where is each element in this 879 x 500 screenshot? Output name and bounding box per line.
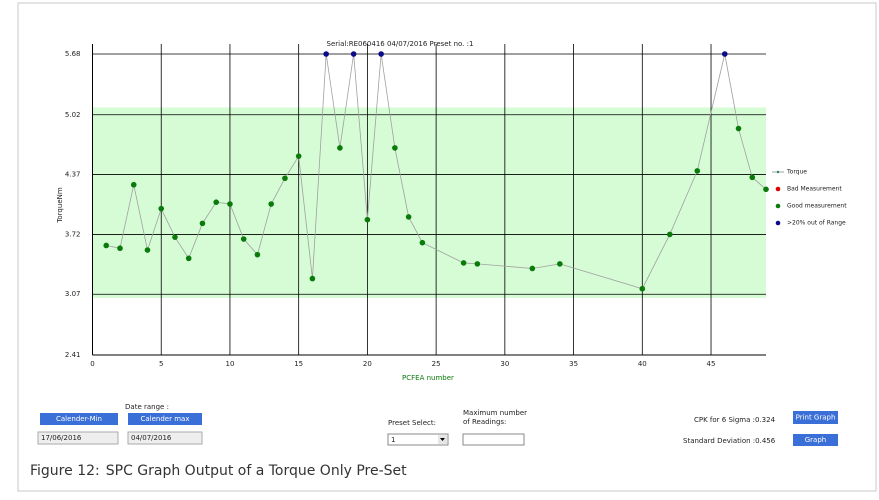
caption-label: Figure 12:: [30, 463, 100, 479]
max-readings-label-1: Maximum number: [463, 409, 527, 417]
chart-title: Serial:RE060416 04/07/2016 Preset no. :1: [327, 40, 474, 48]
data-point: [735, 125, 742, 132]
date-min-value: 17/06/2016: [41, 434, 82, 442]
data-point: [172, 234, 178, 240]
data-point: [158, 205, 165, 212]
data-point: [419, 239, 426, 246]
legend-marker: [776, 170, 780, 174]
x-tick-label: 30: [500, 360, 509, 368]
date-max-input[interactable]: [127, 431, 203, 445]
date-range-label: Date range :: [125, 403, 169, 411]
calender-min-button[interactable]: [40, 413, 118, 425]
x-tick-label: 0: [90, 360, 94, 368]
print-graph-button[interactable]: [793, 411, 838, 424]
y-axis-label: TorqueNm: [56, 187, 64, 224]
data-point: [474, 261, 481, 267]
data-point: [103, 242, 110, 249]
data-point: [749, 174, 756, 181]
legend-marker: [775, 203, 781, 209]
y-tick-label: 3.07: [65, 290, 81, 298]
data-point: [639, 285, 646, 292]
x-tick-label: 20: [363, 360, 372, 368]
data-point: [557, 261, 563, 267]
data-point: [364, 216, 371, 223]
data-point: [268, 201, 274, 207]
std-text: Standard Deviation :0.456: [683, 437, 776, 445]
preset-label: Preset Select:: [388, 419, 436, 427]
data-point: [350, 51, 357, 57]
data-point: [666, 231, 673, 238]
legend-label: >20% out of Range: [787, 220, 846, 227]
y-tick-label: 4.37: [65, 171, 81, 179]
data-point: [378, 51, 384, 57]
x-tick-label: 45: [707, 360, 716, 368]
data-point: [323, 51, 329, 57]
data-point: [144, 247, 151, 253]
data-point: [117, 245, 123, 252]
x-tick-label: 40: [638, 360, 647, 368]
y-tick-label: 5.02: [65, 111, 81, 119]
data-point: [763, 186, 769, 193]
in-control-band: [92, 107, 766, 298]
legend-label: Bad Measurement: [787, 186, 842, 193]
caption-text: SPC Graph Output of a Torque Only Pre-Se…: [106, 463, 407, 479]
data-point: [694, 168, 701, 174]
preset-select[interactable]: [387, 433, 449, 446]
data-point: [460, 260, 467, 266]
graph-text[interactable]: Graph: [805, 436, 826, 444]
calender-min-text[interactable]: Calender-Min: [56, 415, 102, 423]
data-point: [282, 175, 288, 182]
max-readings-input[interactable]: [462, 433, 525, 446]
data-point: [295, 153, 302, 159]
data-point: [185, 255, 192, 262]
data-point: [529, 265, 536, 272]
y-tick-label: 3.72: [65, 230, 81, 238]
y-tick-label: 5.68: [65, 50, 81, 58]
y-tick-label: 2.41: [65, 351, 81, 359]
x-tick-label: 35: [569, 360, 578, 368]
data-point: [721, 51, 728, 57]
calender-max-text[interactable]: Calender max: [141, 415, 190, 423]
data-point: [130, 181, 137, 188]
data-point: [213, 199, 220, 205]
data-point: [337, 145, 343, 151]
x-tick-label: 15: [294, 360, 303, 368]
data-point: [405, 214, 412, 220]
select-arrow: [440, 438, 445, 441]
cpk-text: CPK for 6 Sigma :0.324: [694, 416, 776, 424]
print-graph-text[interactable]: Print Graph: [796, 414, 836, 422]
x-axis-label: PCFEA number: [402, 374, 454, 382]
calender-max-button[interactable]: [128, 413, 202, 425]
data-point: [254, 251, 261, 258]
x-tick-label: 25: [432, 360, 441, 368]
data-point: [227, 201, 233, 207]
data-point: [240, 236, 247, 242]
legend-label: Good measurement: [787, 203, 847, 210]
data-point: [199, 220, 206, 227]
date-min-input[interactable]: [37, 431, 119, 445]
legend-marker: [775, 186, 781, 192]
legend-label: Torque: [786, 169, 807, 176]
x-tick-label: 5: [159, 360, 163, 368]
graph-button[interactable]: [793, 434, 838, 446]
preset-value: 1: [391, 436, 395, 444]
data-point: [392, 145, 398, 151]
caption: Figure 12: SPC Graph Output of a Torque O…: [30, 463, 407, 479]
data-point: [309, 275, 316, 282]
frame: [17, 2, 877, 492]
max-readings-label-2: of Readings:: [463, 418, 506, 426]
x-tick-label: 10: [225, 360, 234, 368]
legend-marker: [775, 220, 781, 226]
date-max-value: 04/07/2016: [131, 434, 172, 442]
